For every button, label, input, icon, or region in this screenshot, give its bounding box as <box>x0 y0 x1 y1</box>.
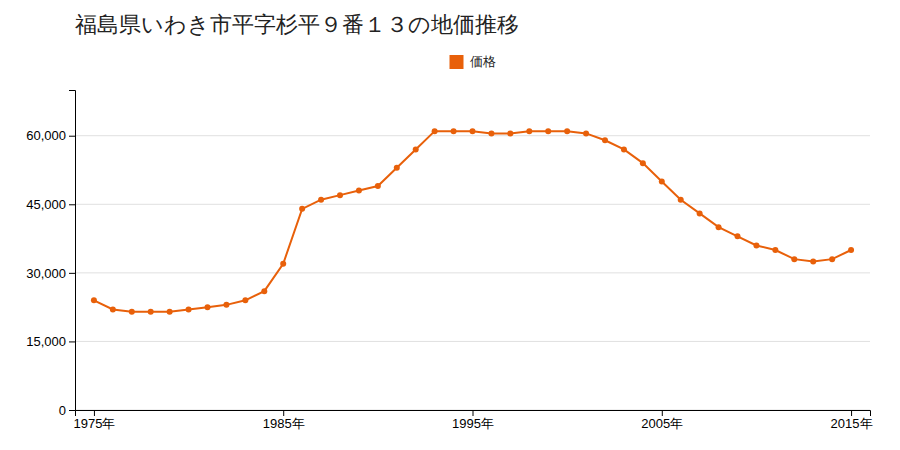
point <box>545 128 551 134</box>
grid-line <box>75 204 870 205</box>
marks <box>91 128 854 315</box>
point <box>678 197 684 203</box>
y-tick-mark <box>69 410 75 411</box>
point <box>186 306 192 312</box>
chart: 福島県いわき市平字杉平９番１３の地価推移 1975年 1985年 1995年 2005年… <box>0 0 900 450</box>
point <box>526 128 532 134</box>
grid <box>75 136 870 410</box>
point <box>507 130 513 136</box>
legend-item: 価格 <box>450 54 496 69</box>
point <box>394 165 400 171</box>
point <box>356 188 362 194</box>
point <box>299 206 305 212</box>
y-tick: 30,000 <box>26 266 75 281</box>
point <box>129 309 135 315</box>
x-tick-label: 1985年 <box>263 416 305 431</box>
point <box>621 146 627 152</box>
point <box>205 304 211 310</box>
x-tick-mark <box>94 410 95 416</box>
point <box>583 130 589 136</box>
x-tick: 1995年 <box>452 410 494 431</box>
point <box>413 146 419 152</box>
y-tick-label: 45,000 <box>26 197 66 212</box>
point <box>829 256 835 262</box>
point <box>148 309 154 315</box>
grid-line <box>75 272 870 273</box>
point <box>280 261 286 267</box>
x-tick-mark <box>473 410 474 416</box>
x-axis: 1975年 1985年 1995年 2005年 2015年 <box>73 410 872 431</box>
point <box>223 302 229 308</box>
point <box>488 130 494 136</box>
y-tick-label: 15,000 <box>26 334 66 349</box>
point <box>564 128 570 134</box>
x-tick-mark <box>662 410 663 416</box>
point <box>91 297 97 303</box>
grid-line <box>75 341 870 342</box>
grid-line <box>75 135 870 136</box>
point <box>697 210 703 216</box>
point <box>659 178 665 184</box>
x-tick-label: 1975年 <box>73 416 115 431</box>
y-tick-mark <box>69 273 75 274</box>
y-tick: 0 <box>59 403 75 418</box>
point <box>318 197 324 203</box>
point <box>261 288 267 294</box>
point <box>451 128 457 134</box>
x-tick-mark <box>283 410 284 416</box>
x-tick: 2015年 <box>831 410 873 431</box>
x-tick-label: 1995年 <box>452 416 494 431</box>
legend: 価格 <box>450 54 496 69</box>
point <box>791 256 797 262</box>
x-tick: 1985年 <box>263 410 305 431</box>
x-tick: 2005年 <box>641 410 683 431</box>
point <box>810 258 816 264</box>
y-tick-mark <box>69 341 75 342</box>
y-tick: 45,000 <box>26 197 75 212</box>
title: 福島県いわき市平字杉平９番１３の地価推移 <box>75 12 519 37</box>
y-tick-label: 0 <box>59 403 66 418</box>
x-tick-label: 2015年 <box>831 416 873 431</box>
legend-label: 価格 <box>470 54 496 69</box>
y-tick-mark <box>69 204 75 205</box>
markers <box>91 128 854 315</box>
y-tick-mark <box>69 136 75 137</box>
point <box>772 247 778 253</box>
y-axis-line <box>69 91 76 411</box>
y-axis: 0 15,000 30,000 45,000 60,000 <box>26 91 75 418</box>
point <box>602 137 608 143</box>
point <box>337 192 343 198</box>
plot: 1975年 1985年 1995年 2005年 2015年 0 15,000 30,000 45… <box>26 91 872 432</box>
x-tick-label: 2005年 <box>641 416 683 431</box>
y-tick-label: 30,000 <box>26 266 66 281</box>
point <box>848 247 854 253</box>
point <box>375 183 381 189</box>
point <box>242 297 248 303</box>
point <box>470 128 476 134</box>
x-tick: 1975年 <box>73 410 115 431</box>
point <box>753 242 759 248</box>
legend-swatch <box>450 55 464 69</box>
point <box>716 224 722 230</box>
point <box>640 160 646 166</box>
x-tick-mark <box>851 410 852 416</box>
y-tick: 60,000 <box>26 128 75 143</box>
y-tick-label: 60,000 <box>26 128 66 143</box>
y-tick: 15,000 <box>26 334 75 349</box>
point <box>167 309 173 315</box>
point <box>432 128 438 134</box>
x-axis-line <box>76 411 871 417</box>
point <box>110 306 116 312</box>
line <box>94 131 851 312</box>
point <box>735 233 741 239</box>
